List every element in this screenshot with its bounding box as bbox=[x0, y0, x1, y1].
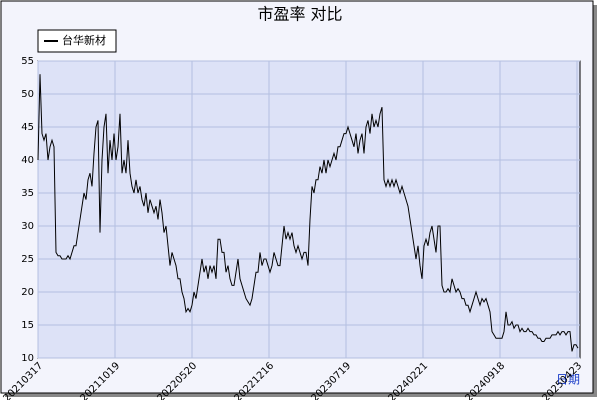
plot-area bbox=[37, 60, 581, 359]
y-tick-label: 45 bbox=[21, 122, 34, 133]
data-line bbox=[37, 74, 579, 352]
legend-label: 台华新材 bbox=[62, 33, 106, 47]
y-tick-label: 55 bbox=[21, 56, 34, 67]
chart-title: 市盈率 对比 bbox=[257, 5, 342, 24]
y-tick-label: 50 bbox=[21, 89, 34, 100]
y-tick-label: 40 bbox=[21, 155, 34, 166]
y-tick-label: 20 bbox=[21, 287, 34, 298]
y-tick-label: 30 bbox=[21, 221, 34, 232]
y-tick-label: 25 bbox=[21, 254, 34, 265]
legend bbox=[37, 29, 117, 53]
y-tick-label: 10 bbox=[21, 353, 34, 364]
x-axis-label: 日期 bbox=[556, 373, 580, 387]
y-tick-label: 35 bbox=[21, 188, 34, 199]
y-tick-label: 15 bbox=[21, 320, 34, 331]
